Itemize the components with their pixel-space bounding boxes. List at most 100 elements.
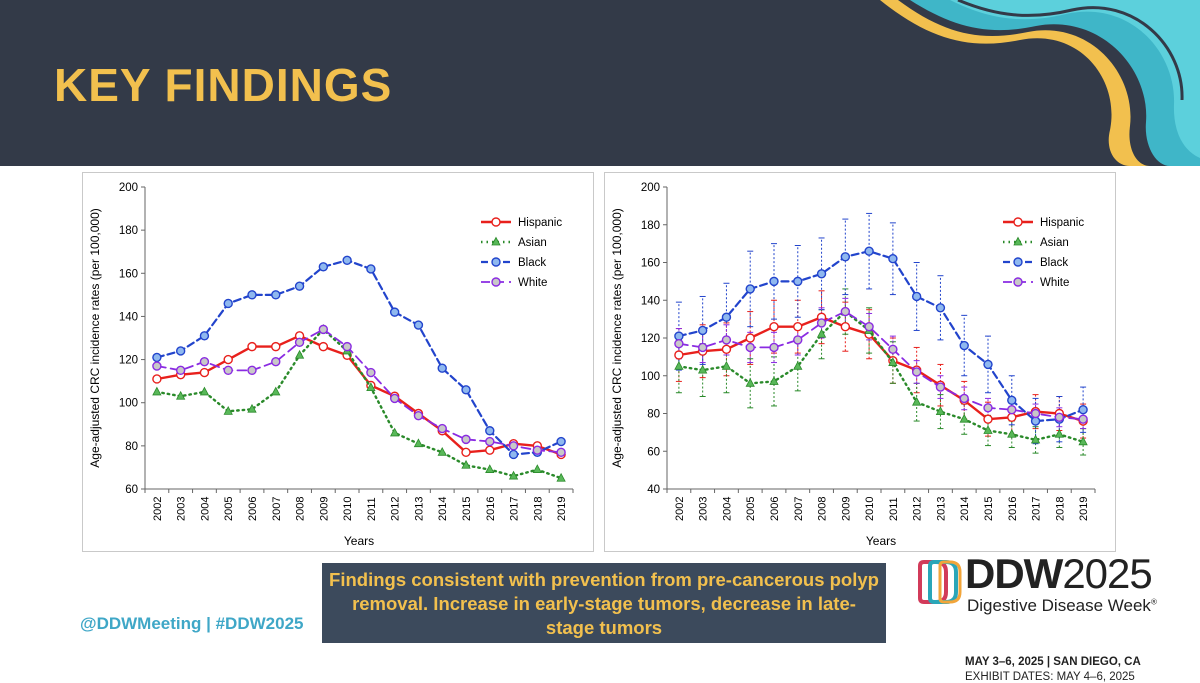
y-tick-label: 100 — [119, 398, 138, 410]
black-point — [199, 331, 210, 341]
y-tick-label: 80 — [125, 441, 138, 453]
white-point — [413, 410, 424, 421]
white-point — [271, 357, 281, 367]
legend-item-black: Black — [481, 257, 546, 269]
x-axis-title: Years — [866, 534, 896, 548]
x-tick-label: 2003 — [698, 497, 710, 521]
x-tick-label: 2017 — [1031, 497, 1043, 521]
hispanic-point — [271, 341, 281, 352]
ddw-dates: MAY 3–6, 2025 | SAN DIEGO, CA — [965, 656, 1141, 668]
black-point — [175, 346, 186, 356]
white-series-line — [678, 310, 1085, 421]
white-point — [1007, 405, 1017, 415]
chart-svg-left: 60 80 100 120 140 160 180 200 2002 2003 2004 2005 20… — [88, 182, 574, 548]
white-point — [888, 344, 898, 355]
asian-point — [1007, 428, 1017, 438]
ddw-bold-text: DDW — [965, 550, 1063, 597]
white-point — [721, 335, 732, 345]
legend-label: Asian — [518, 237, 547, 249]
asian-point — [1030, 434, 1041, 444]
x-tick-label: 2005 — [223, 497, 235, 521]
legend-label: White — [1040, 277, 1069, 289]
x-tick-label: 2007 — [793, 497, 805, 521]
black-point — [793, 276, 803, 287]
black-point — [888, 254, 898, 264]
ddw-subtitle-text: Digestive Disease Week — [967, 596, 1151, 615]
x-tick-label: 2008 — [817, 497, 829, 521]
asian-point — [721, 360, 732, 370]
x-tick-label: 2019 — [1078, 497, 1090, 521]
white-point — [745, 342, 755, 353]
y-tick-label: 120 — [641, 333, 660, 345]
asian-point — [508, 470, 519, 480]
x-tick-label: 2014 — [959, 497, 971, 521]
asian-point — [199, 386, 210, 396]
legend-swatch-marker — [491, 257, 501, 267]
x-tick-label: 2018 — [532, 497, 544, 521]
white-point — [816, 318, 827, 328]
white-point — [864, 321, 874, 332]
asian-point — [485, 464, 495, 473]
legend-item-hispanic: Hispanic — [481, 217, 562, 229]
legend-swatch-marker — [491, 217, 501, 227]
white-point — [223, 365, 233, 376]
y-tick-label: 160 — [119, 268, 138, 280]
black-series-line — [155, 259, 563, 456]
asian-point — [769, 376, 779, 385]
hispanic-point — [769, 321, 779, 332]
legend-item-white: White — [481, 277, 547, 289]
asian-point — [674, 360, 684, 370]
black-series-line — [677, 250, 1085, 423]
x-tick-label: 2005 — [745, 497, 757, 521]
wave-decoration — [880, 0, 1200, 166]
white-point — [175, 365, 186, 376]
x-tick-label: 2008 — [295, 497, 307, 521]
caption-text: Findings consistent with prevention from… — [329, 569, 879, 638]
y-tick-label: 180 — [119, 225, 138, 237]
white-point — [247, 365, 257, 376]
y-tick-label: 160 — [641, 258, 660, 270]
ddw-year: 2025 — [1062, 550, 1152, 597]
black-point — [508, 449, 519, 460]
asian-point — [1054, 428, 1065, 438]
asian-series-line — [155, 327, 563, 480]
white-point — [674, 338, 684, 349]
white-point — [318, 324, 329, 335]
x-tick-label: 2011 — [888, 497, 900, 521]
white-point — [556, 447, 566, 458]
y-tick-label: 200 — [119, 182, 138, 194]
asian-point — [437, 446, 447, 456]
black-point — [342, 255, 352, 266]
x-tick-label: 2004 — [199, 497, 211, 521]
hispanic-point — [674, 350, 684, 360]
hispanic-point — [152, 374, 162, 384]
black-error-bar — [1056, 396, 1063, 443]
x-tick-label: 2002 — [674, 497, 686, 521]
black-point — [318, 262, 329, 272]
y-tick-label: 140 — [641, 295, 660, 307]
hispanic-point — [247, 341, 257, 352]
legend-label: White — [518, 277, 547, 289]
x-tick-label: 2011 — [366, 497, 378, 521]
white-error-bar — [961, 386, 968, 411]
asian-point — [816, 328, 827, 338]
slide-title: KEY FINDINGS — [54, 59, 393, 111]
y-tick-label: 180 — [641, 220, 660, 232]
y-axis-title: Age-adjusted CRC incidence rates (per 10… — [610, 208, 624, 467]
white-error-bar — [771, 331, 777, 364]
legend-swatch-marker — [1013, 277, 1023, 287]
legend-item-black: Black — [1003, 257, 1068, 269]
header-banner: KEY FINDINGS — [0, 0, 1200, 166]
x-tick-label: 2012 — [390, 497, 402, 521]
hispanic-point — [318, 341, 329, 352]
black-point — [556, 436, 566, 447]
ddw-logo: DDW2025 Digestive Disease Week® MAY 3–6,… — [916, 550, 1176, 683]
black-point — [864, 246, 874, 256]
black-error-bar — [1080, 386, 1087, 433]
ddw-subtitle: Digestive Disease Week® — [967, 596, 1157, 616]
black-point — [1030, 416, 1041, 426]
x-tick-label: 2013 — [935, 497, 947, 521]
caption-box: Findings consistent with prevention from… — [322, 563, 886, 643]
black-point — [152, 352, 162, 363]
black-point — [223, 298, 233, 309]
